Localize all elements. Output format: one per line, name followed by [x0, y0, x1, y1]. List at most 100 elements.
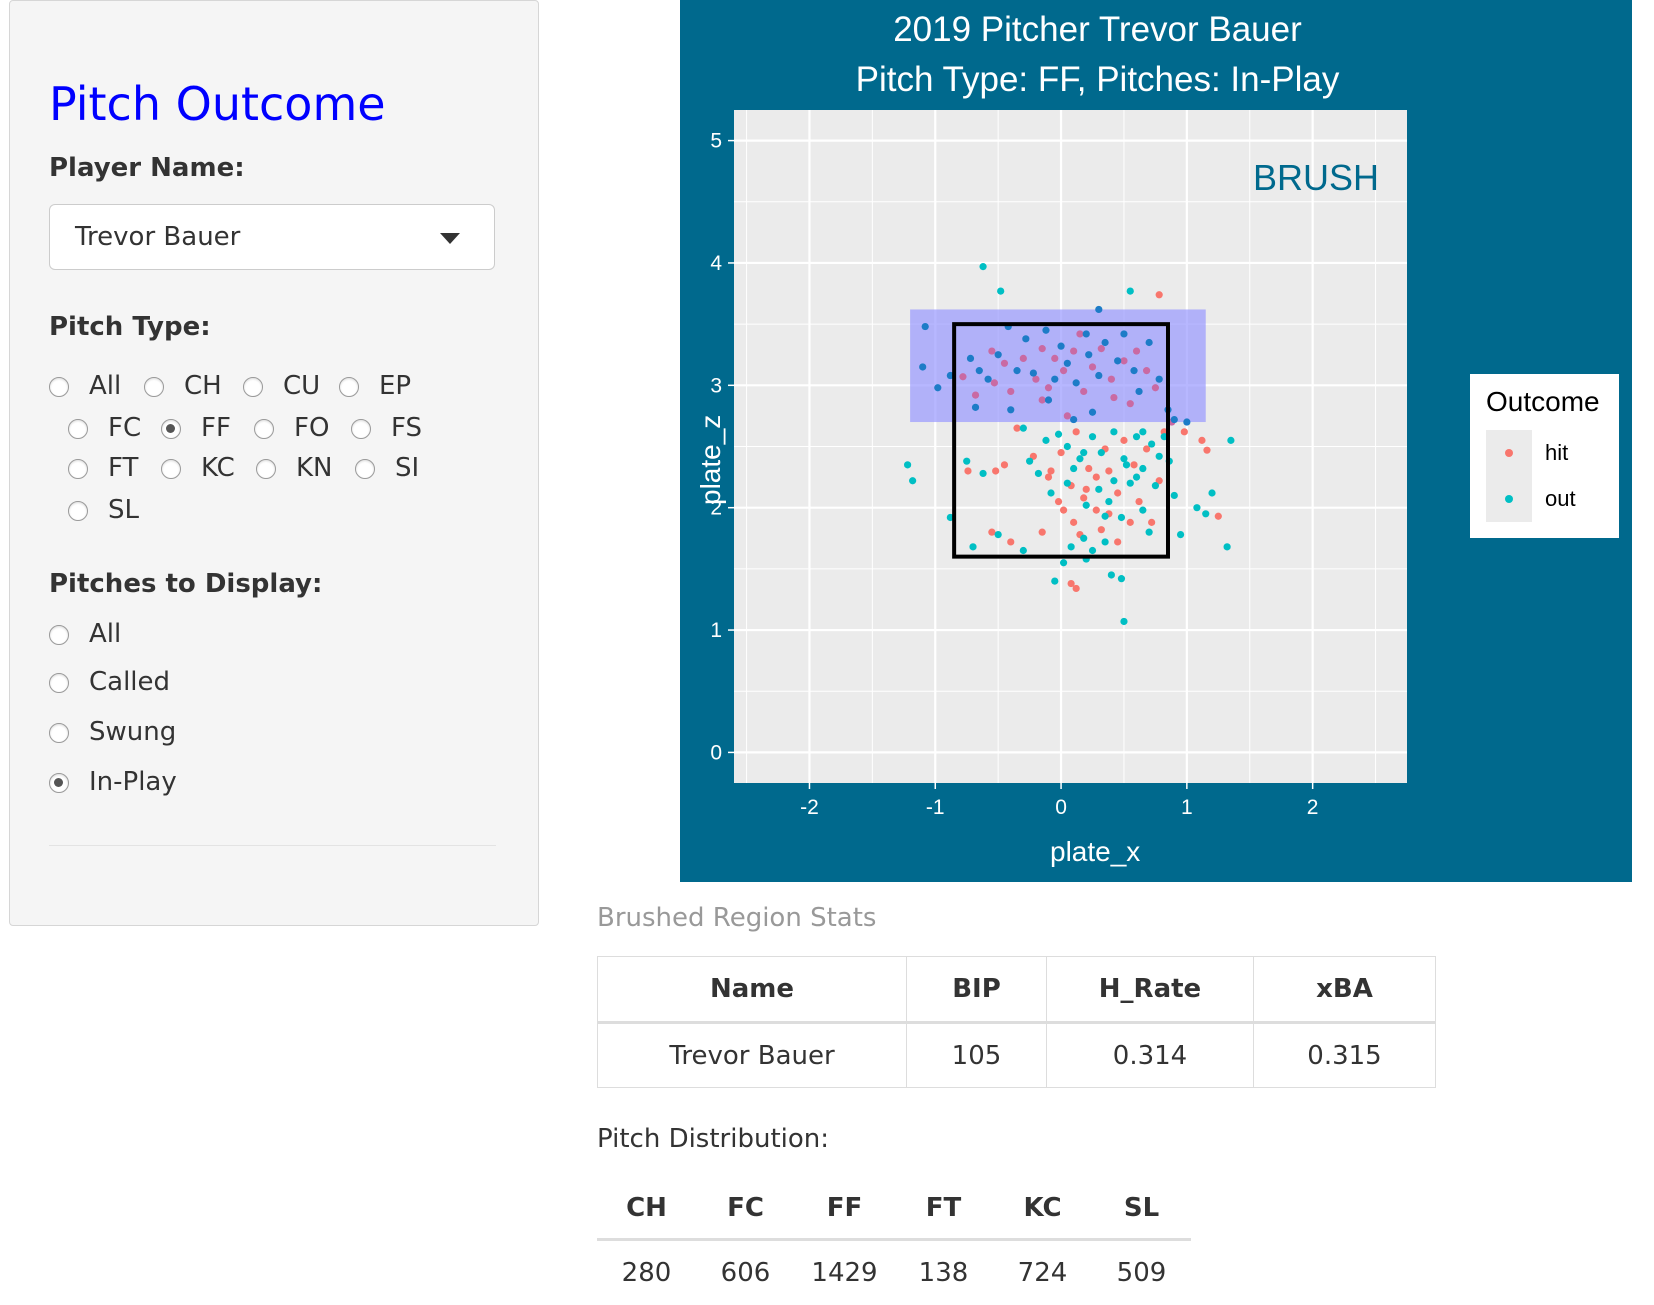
- data-point-out: [1118, 514, 1125, 521]
- data-point-out: [1123, 461, 1130, 468]
- data-point-out: [1118, 575, 1125, 582]
- table-row: 280 606 1429 138 724 509: [597, 1240, 1191, 1305]
- data-point-out: [1101, 339, 1108, 346]
- data-point-out: [1224, 543, 1231, 550]
- caret-down-icon: [440, 233, 460, 244]
- data-point-hit: [1045, 473, 1052, 480]
- data-point-hit: [1007, 538, 1014, 545]
- data-point-out: [1080, 535, 1087, 542]
- data-point-out: [1047, 489, 1054, 496]
- data-point-out: [1068, 543, 1075, 550]
- table-cell: 606: [696, 1240, 795, 1305]
- radio-label: All: [89, 371, 121, 401]
- data-point-out: [1089, 547, 1096, 554]
- player-name-value: Trevor Bauer: [75, 222, 240, 252]
- data-point-hit: [1127, 400, 1134, 407]
- data-point-out: [1098, 449, 1105, 456]
- y-tick-label: 1: [710, 619, 722, 642]
- data-point-out: [979, 263, 986, 270]
- data-point-hit: [1085, 465, 1092, 472]
- data-point-out: [1013, 367, 1020, 374]
- data-point-out: [1095, 486, 1102, 493]
- data-point-out: [1064, 360, 1071, 367]
- data-point-hit: [1130, 461, 1137, 468]
- table-cell: 724: [993, 1240, 1092, 1305]
- data-point-hit: [1001, 461, 1008, 468]
- column-header: SL: [1092, 1178, 1191, 1240]
- x-tick-label: 1: [1181, 796, 1193, 819]
- data-point-hit: [1039, 345, 1046, 352]
- data-point-out: [1026, 458, 1033, 465]
- data-point-hit: [1076, 330, 1083, 337]
- table-cell: 0.314: [1047, 1023, 1254, 1088]
- data-point-hit: [1073, 428, 1080, 435]
- data-point-out: [963, 458, 970, 465]
- column-header: H_Rate: [1047, 957, 1254, 1023]
- data-point-out: [995, 351, 1002, 358]
- table-cell: 105: [907, 1023, 1047, 1088]
- radio-circle: [68, 501, 88, 521]
- data-point-out: [904, 461, 911, 468]
- data-point-hit: [1108, 376, 1115, 383]
- pitch-distribution-label: Pitch Distribution:: [597, 1124, 829, 1154]
- data-point-out: [1101, 513, 1108, 520]
- y-axis-title: plate_z: [695, 415, 727, 505]
- data-point-out: [909, 477, 916, 484]
- data-point-out: [979, 470, 986, 477]
- data-point-hit: [1080, 388, 1087, 395]
- data-point-out: [976, 367, 983, 374]
- data-point-out: [922, 323, 929, 330]
- data-point-out: [1156, 376, 1163, 383]
- data-point-hit: [1181, 428, 1188, 435]
- brushed-stats-table: Name BIP H_Rate xBA Trevor Bauer 105 0.3…: [597, 956, 1436, 1088]
- x-tick-label: -2: [800, 796, 819, 819]
- radio-circle: [49, 377, 69, 397]
- data-point-out: [1202, 510, 1209, 517]
- data-point-out: [1007, 406, 1014, 413]
- radio-label: Swung: [89, 717, 176, 747]
- data-point-out: [1146, 529, 1153, 536]
- x-tick-label: 2: [1307, 796, 1319, 819]
- data-point-hit: [991, 379, 998, 386]
- data-point-hit: [1135, 498, 1142, 505]
- data-point-out: [1139, 507, 1146, 514]
- data-point-hit: [988, 347, 995, 354]
- x-tick-label: 0: [1055, 796, 1067, 819]
- data-point-out: [1208, 489, 1215, 496]
- player-name-select[interactable]: Trevor Bauer: [49, 204, 495, 270]
- column-header: Name: [598, 957, 907, 1023]
- data-point-out: [1064, 443, 1071, 450]
- data-point-hit: [1089, 363, 1096, 370]
- table-cell: 0.315: [1254, 1023, 1436, 1088]
- data-point-out: [1193, 504, 1200, 511]
- sidebar-panel: Pitch Outcome Player Name: Trevor Bauer …: [9, 0, 539, 926]
- data-point-out: [1130, 367, 1137, 374]
- radio-label: KC: [201, 453, 235, 483]
- data-point-out: [1089, 433, 1096, 440]
- data-point-out: [1108, 571, 1115, 578]
- radio-circle: [256, 459, 276, 479]
- data-point-hit: [1070, 347, 1077, 354]
- data-point-hit: [1156, 291, 1163, 298]
- data-point-out: [1095, 306, 1102, 313]
- legend-label-hit: hit: [1545, 440, 1568, 466]
- data-point-out: [1051, 578, 1058, 585]
- data-point-out: [1127, 480, 1134, 487]
- column-header: FT: [894, 1178, 993, 1240]
- data-point-hit: [1114, 538, 1121, 545]
- table-header-row: Name BIP H_Rate xBA: [598, 957, 1436, 1023]
- data-point-hit: [1073, 585, 1080, 592]
- data-point-out: [1127, 287, 1134, 294]
- data-point-hit: [1098, 526, 1105, 533]
- radio-label: FO: [294, 413, 329, 443]
- radio-label: SI: [395, 453, 419, 483]
- data-point-out: [1020, 547, 1027, 554]
- data-point-hit: [1105, 467, 1112, 474]
- data-point-hit: [1114, 489, 1121, 496]
- data-point-out: [1156, 453, 1163, 460]
- data-point-out: [1076, 455, 1083, 462]
- data-point-hit: [1013, 425, 1020, 432]
- y-tick-label: 3: [710, 374, 722, 397]
- radio-label: FF: [201, 413, 231, 443]
